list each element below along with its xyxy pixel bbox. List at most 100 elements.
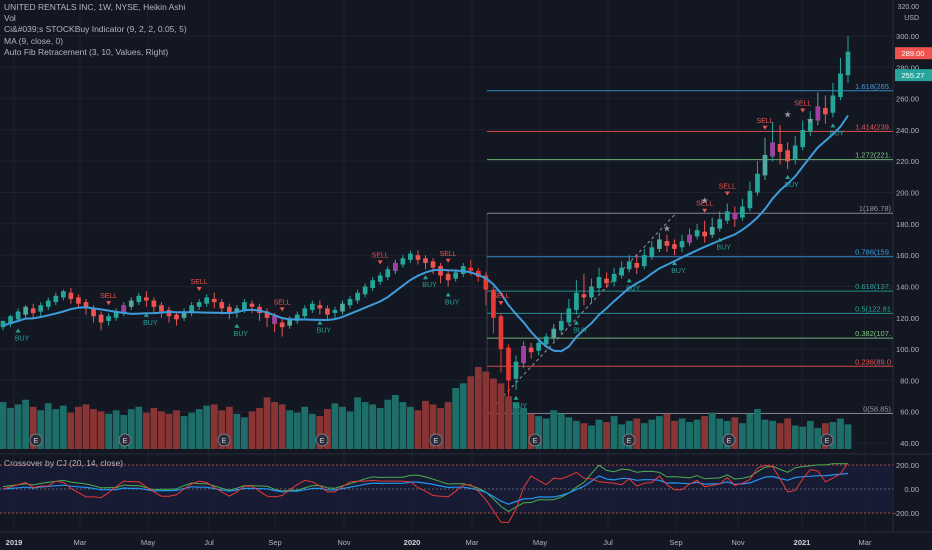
candle-body (513, 361, 519, 379)
earnings-icon (622, 433, 636, 447)
candle-body (724, 211, 730, 221)
secondary-price-tag (895, 69, 932, 82)
earnings-icon (722, 433, 736, 447)
volume-bar (829, 422, 837, 449)
candle-body (438, 266, 443, 276)
volume-bar (376, 407, 384, 449)
volume-bar (452, 387, 460, 449)
volume-bar (603, 422, 610, 449)
highlight-candle (770, 142, 775, 157)
volume-bar (308, 413, 316, 449)
buy-arrow-icon (830, 123, 836, 128)
candle-body (128, 300, 134, 307)
volume-bar (180, 416, 188, 449)
fib-label: 0.786(159. (855, 248, 891, 257)
fib-label: 0.236(89.0 (855, 357, 891, 366)
candle-body (423, 258, 428, 263)
candle-body (317, 305, 323, 309)
candle-body (641, 255, 647, 267)
volume-bar (14, 404, 22, 449)
candle-body (611, 273, 617, 282)
sell-label: SELL (492, 293, 509, 300)
candle-body (181, 311, 187, 318)
candles (0, 36, 851, 397)
volume-bar (233, 413, 241, 449)
volume-bar (535, 416, 543, 449)
sell-arrow-icon (702, 208, 708, 213)
sell-label: SELL (100, 293, 117, 300)
volume-bar (414, 410, 422, 449)
osc-tick-label: 200.00 (896, 461, 919, 470)
volume-bar (444, 402, 452, 449)
volume-bar (482, 371, 490, 449)
y-top-label: 320.00 (898, 4, 920, 11)
fib-label: 1(186.78) (859, 204, 892, 213)
volume-bar (746, 413, 754, 449)
earnings-icon (118, 433, 132, 447)
volume-bar (784, 418, 792, 449)
candle-body (377, 275, 383, 282)
legend-item-fib: Auto Fib Retracement (3, 10, Values, Rig… (4, 46, 169, 57)
buy-label: BUY (626, 285, 641, 292)
candle-body (106, 316, 111, 321)
volume-bar (112, 410, 120, 449)
candle-body (785, 150, 790, 162)
sell-arrow-icon (498, 301, 504, 306)
candle-body (279, 322, 285, 328)
volume-bar (640, 423, 648, 449)
sell-arrow-icon (445, 258, 451, 263)
candle-body (807, 118, 813, 132)
earnings-label: E (222, 438, 227, 445)
y-tick-label: 180.00 (896, 220, 919, 229)
moving-average (2, 114, 849, 353)
volume-bar (399, 402, 407, 449)
candle-body (453, 272, 459, 279)
sell-arrow-icon (724, 191, 730, 196)
volume-bar (806, 420, 814, 449)
volume-bars (0, 366, 852, 449)
volume-bar (610, 416, 618, 449)
volume-bar (580, 423, 588, 449)
sell-label: SELL (756, 118, 773, 125)
candle-body (234, 308, 240, 312)
volume-bar (271, 402, 279, 449)
x-tick-label: Nov (731, 538, 745, 547)
volume-bar (474, 366, 482, 449)
sell-label: SELL (696, 201, 713, 208)
candle-body (309, 303, 315, 310)
legend-item-vol: Vol (4, 13, 16, 24)
volume-bar (678, 418, 686, 449)
volume-bar (324, 409, 331, 449)
volume-bar (256, 407, 263, 449)
volume-bar (814, 427, 822, 449)
earnings-icon (820, 433, 834, 447)
volume-bar (188, 412, 196, 449)
candle-body (740, 206, 745, 218)
candle-body (717, 219, 723, 229)
candle-body (845, 51, 851, 76)
volume-bar (550, 410, 558, 449)
candle-body (445, 273, 451, 281)
earnings-icon (315, 433, 329, 447)
candle-body (113, 311, 119, 318)
candle-body (166, 309, 172, 317)
sell-label: SELL (719, 183, 736, 190)
volume-bar (671, 420, 678, 449)
x-tick-label: Mar (859, 538, 872, 547)
y-tick-label: 100.00 (896, 345, 919, 354)
candle-body (596, 277, 602, 289)
x-tick-label: Nov (337, 538, 351, 547)
volume-bar (203, 405, 211, 449)
earnings-label: E (320, 438, 325, 445)
candle-body (189, 305, 194, 314)
volume-bar (754, 409, 761, 449)
candle-body (61, 291, 66, 298)
candle-body (264, 311, 270, 318)
earnings-label: E (825, 438, 830, 445)
candle-body (626, 261, 632, 270)
fib-label: 0.382(107. (855, 329, 891, 338)
highlight-candle (732, 212, 738, 220)
volume-bar (195, 409, 203, 449)
y-tick-label: 40.00 (900, 439, 919, 448)
